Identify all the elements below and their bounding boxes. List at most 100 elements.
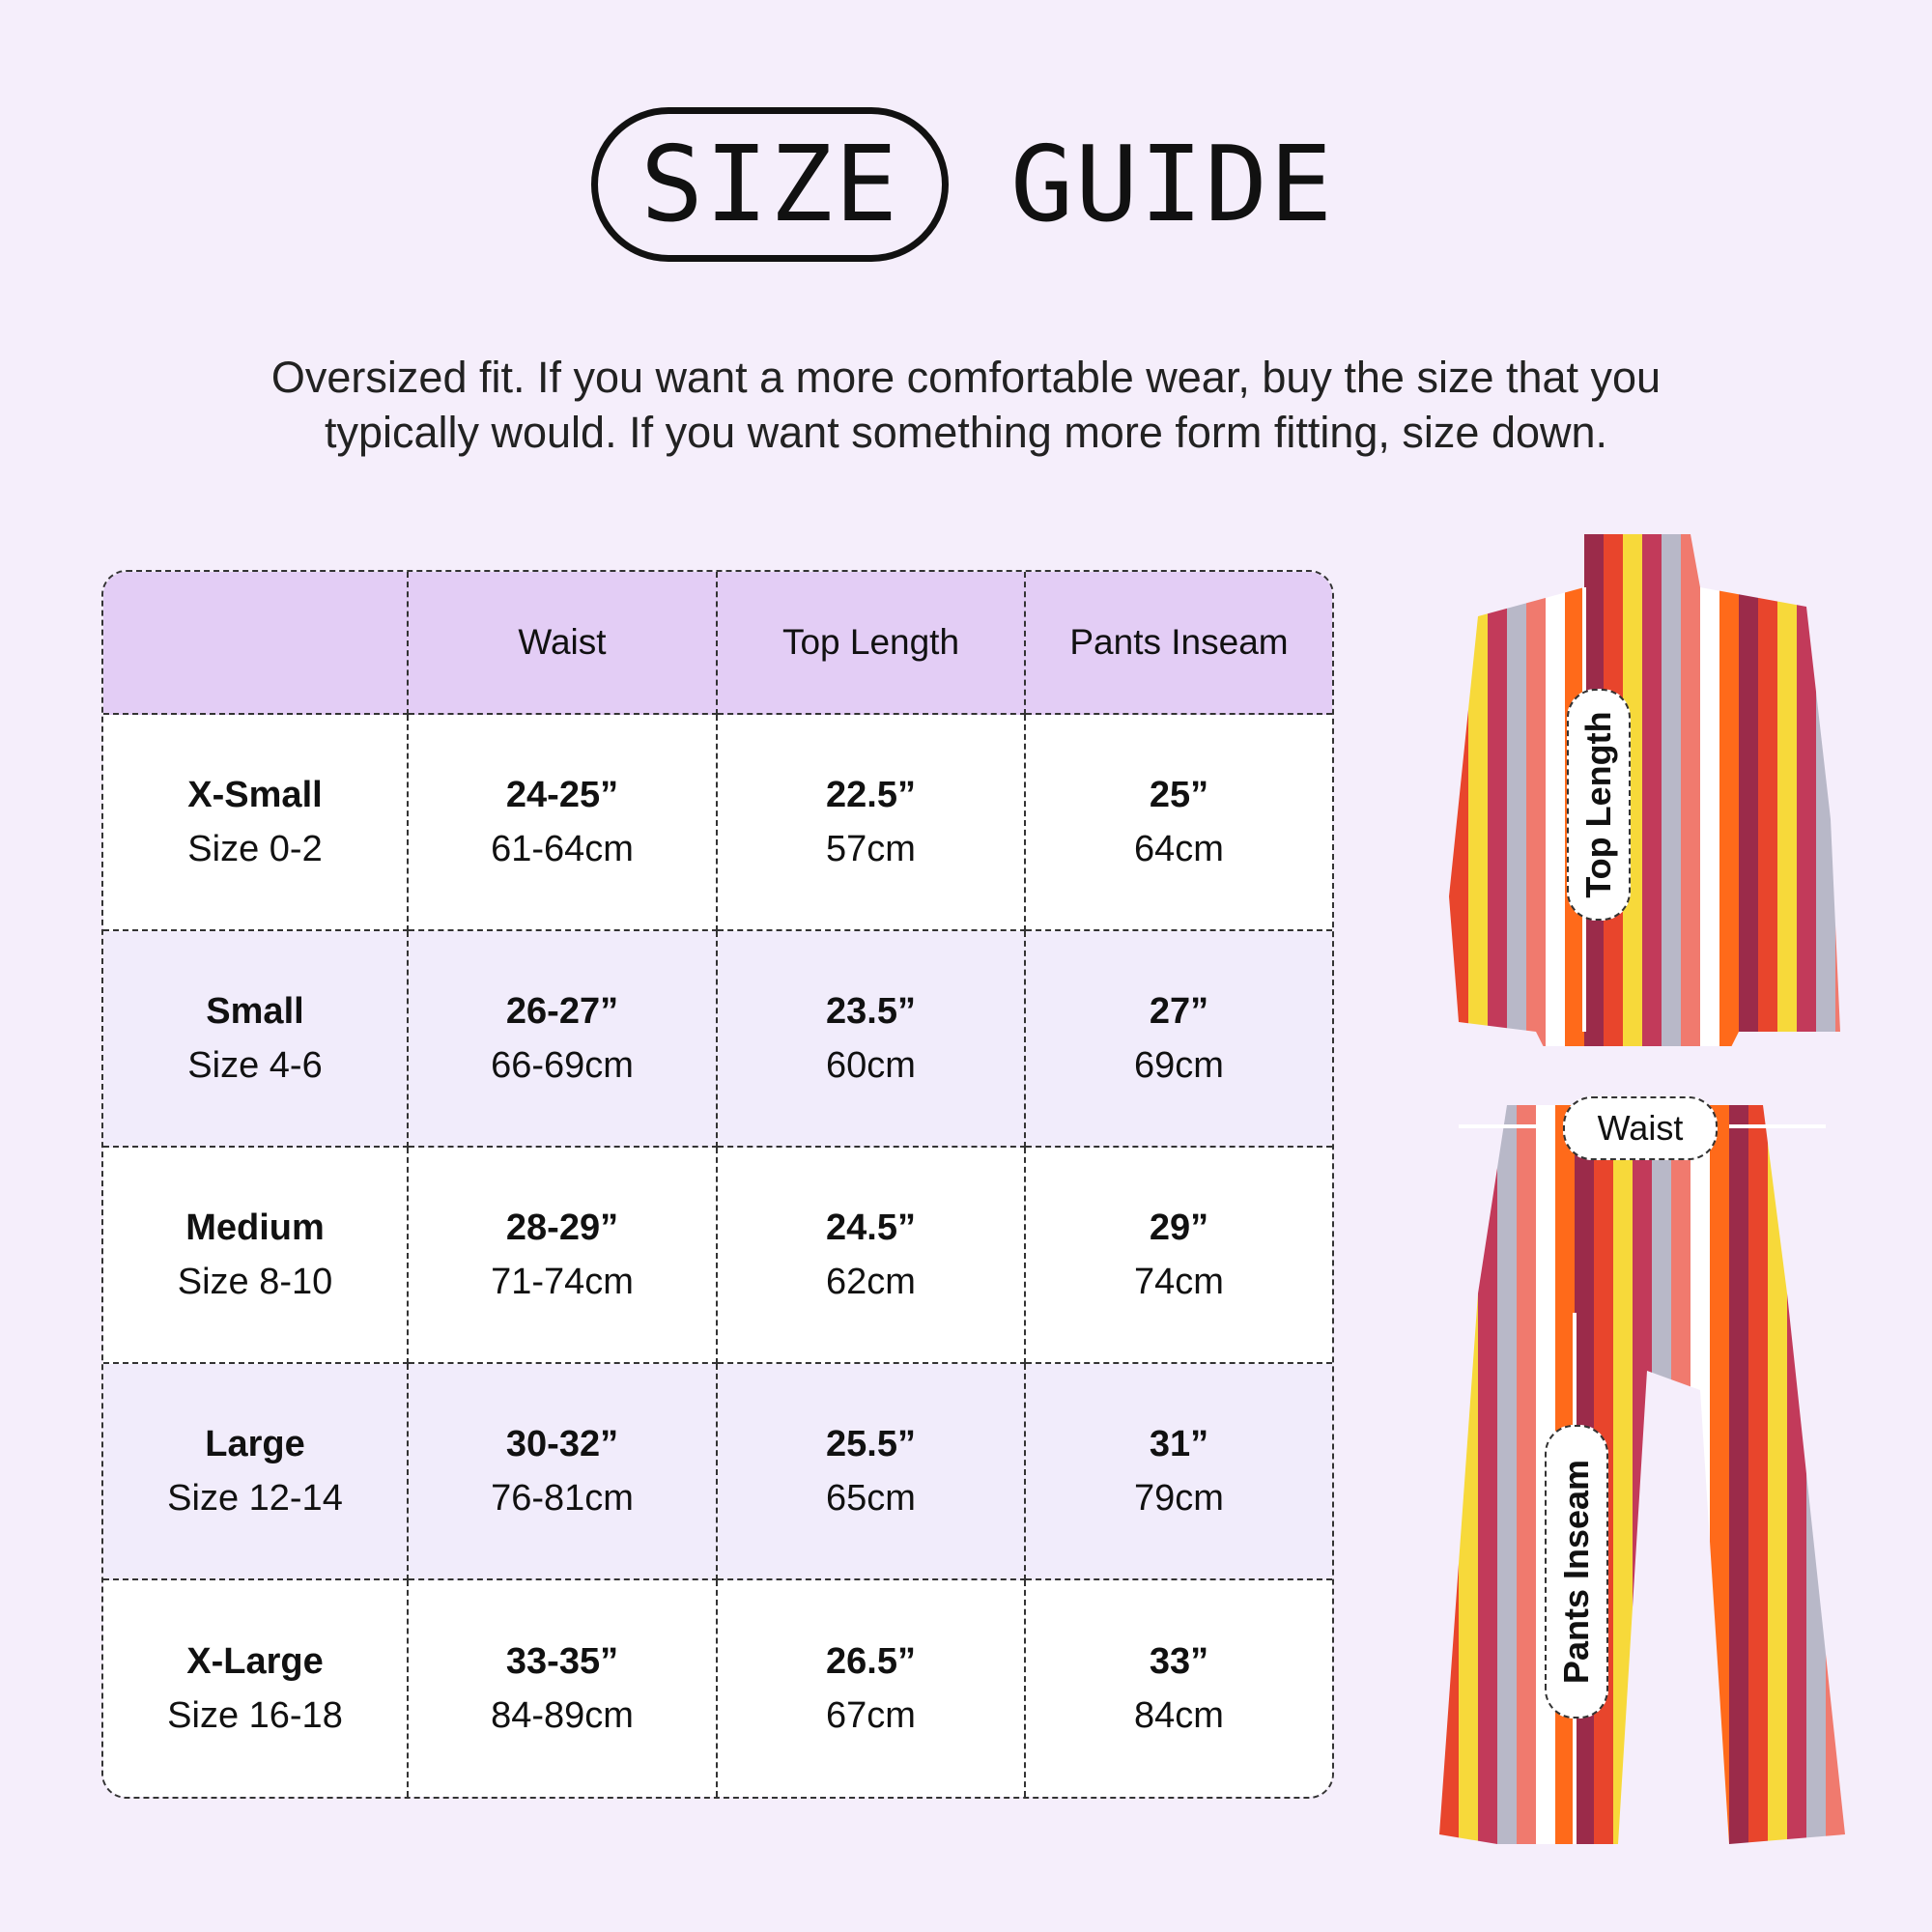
table-cell: 24-25” 61-64cm: [409, 715, 718, 931]
stripe: [1777, 534, 1797, 1046]
stripe: [1613, 1105, 1633, 1844]
cell-secondary: 76-81cm: [491, 1478, 634, 1519]
cell-secondary: 57cm: [826, 829, 916, 869]
stripe: [1816, 534, 1835, 1046]
cell-primary: 25.5”: [826, 1424, 916, 1464]
stripe: [1748, 1105, 1768, 1844]
cell-secondary: 66-69cm: [491, 1045, 634, 1086]
stripe: [1662, 534, 1681, 1046]
table-cell: Small Size 4-6: [103, 931, 409, 1148]
cell-primary: Small: [206, 991, 304, 1032]
subtitle-line: typically would. If you want something m…: [324, 408, 1608, 457]
cell-secondary: Size 0-2: [187, 829, 323, 869]
pants-inseam-label: Pants Inseam: [1545, 1425, 1608, 1719]
pajama-pants-image: [1439, 1100, 1850, 1859]
subtitle-line: Oversized fit. If you want a more comfor…: [270, 353, 1662, 402]
cell-primary: Large: [205, 1424, 305, 1464]
stripe: [1652, 1105, 1671, 1844]
stripe: [1797, 534, 1816, 1046]
stripe: [1729, 1105, 1748, 1844]
table-cell: 25.5” 65cm: [718, 1364, 1026, 1580]
cell-primary: 24.5”: [826, 1208, 916, 1248]
cell-secondary: Size 16-18: [167, 1695, 343, 1736]
table-cell: X-Large Size 16-18: [103, 1580, 409, 1797]
stripe: [1517, 1105, 1536, 1844]
stripe: [1835, 534, 1840, 1046]
table-cell: 28-29” 71-74cm: [409, 1148, 718, 1364]
stripe: [1439, 1105, 1459, 1844]
cell-primary: 23.5”: [826, 991, 916, 1032]
cell-secondary: 65cm: [826, 1478, 916, 1519]
stripe: [1459, 1105, 1478, 1844]
cell-primary: 26.5”: [826, 1641, 916, 1682]
stripe: [1497, 1105, 1517, 1844]
stripe: [1546, 534, 1565, 1046]
cell-secondary: Size 8-10: [177, 1262, 333, 1302]
header-empty: [103, 572, 409, 715]
cell-secondary: 69cm: [1134, 1045, 1224, 1086]
cell-primary: 22.5”: [826, 775, 916, 815]
stripe: [1449, 534, 1468, 1046]
stripe: [1787, 1105, 1806, 1844]
stripe: [1719, 534, 1739, 1046]
stripe: [1806, 1105, 1826, 1844]
waist-label: Waist: [1563, 1096, 1718, 1160]
stripe: [1700, 534, 1719, 1046]
pajama-top-image: [1449, 534, 1840, 1046]
cell-primary: 26-27”: [505, 991, 619, 1032]
stripe: [1681, 534, 1700, 1046]
cell-primary: 25”: [1149, 775, 1209, 815]
header-waist: Waist: [409, 572, 718, 715]
stripe: [1507, 534, 1526, 1046]
stripe: [1526, 534, 1546, 1046]
cell-primary: 33-35”: [505, 1641, 619, 1682]
title-word: GUIDE: [1010, 124, 1335, 245]
cell-secondary: 60cm: [826, 1045, 916, 1086]
stripe: [1690, 1105, 1710, 1844]
top-length-label: Top Length: [1567, 689, 1631, 921]
stripe: [1845, 1100, 1850, 1859]
title-pill: SIZE: [591, 107, 949, 262]
cell-secondary: 64cm: [1134, 829, 1224, 869]
table-cell: X-Small Size 0-2: [103, 715, 409, 931]
cell-secondary: 84-89cm: [491, 1695, 634, 1736]
cell-secondary: 62cm: [826, 1262, 916, 1302]
cell-primary: Medium: [185, 1208, 325, 1248]
table-cell: 31” 79cm: [1026, 1364, 1332, 1580]
cell-primary: 28-29”: [505, 1208, 619, 1248]
stripe: [1488, 534, 1507, 1046]
cell-primary: X-Small: [187, 775, 323, 815]
cell-primary: 30-32”: [505, 1424, 619, 1464]
cell-secondary: 71-74cm: [491, 1262, 634, 1302]
table-cell: 33” 84cm: [1026, 1580, 1332, 1797]
cell-secondary: 74cm: [1134, 1262, 1224, 1302]
subtitle: Oversized fit. If you want a more comfor…: [193, 350, 1739, 460]
table-cell: 26.5” 67cm: [718, 1580, 1026, 1797]
table-cell: 26-27” 66-69cm: [409, 931, 718, 1148]
table-cell: 27” 69cm: [1026, 931, 1332, 1148]
table-cell: 23.5” 60cm: [718, 931, 1026, 1148]
header-top-length: Top Length: [718, 572, 1026, 715]
table-cell: 33-35” 84-89cm: [409, 1580, 718, 1797]
cell-primary: X-Large: [186, 1641, 324, 1682]
table-cell: 25” 64cm: [1026, 715, 1332, 931]
size-table: Waist Top Length Pants Inseam X-Small Siz…: [101, 570, 1334, 1799]
table-cell: 29” 74cm: [1026, 1148, 1332, 1364]
stripe: [1633, 1105, 1652, 1844]
cell-secondary: Size 12-14: [167, 1478, 343, 1519]
cell-secondary: 67cm: [826, 1695, 916, 1736]
stripe: [1710, 1105, 1729, 1844]
cell-secondary: 84cm: [1134, 1695, 1224, 1736]
stripe: [1671, 1105, 1690, 1844]
stripe: [1468, 534, 1488, 1046]
stripe: [1768, 1105, 1787, 1844]
table-cell: 24.5” 62cm: [718, 1148, 1026, 1364]
header-pants-inseam: Pants Inseam: [1026, 572, 1332, 715]
cell-secondary: 61-64cm: [491, 829, 634, 869]
table-cell: Large Size 12-14: [103, 1364, 409, 1580]
cell-primary: 33”: [1149, 1641, 1209, 1682]
cell-primary: 24-25”: [505, 775, 619, 815]
cell-secondary: 79cm: [1134, 1478, 1224, 1519]
stripe: [1642, 534, 1662, 1046]
cell-primary: 27”: [1149, 991, 1209, 1032]
